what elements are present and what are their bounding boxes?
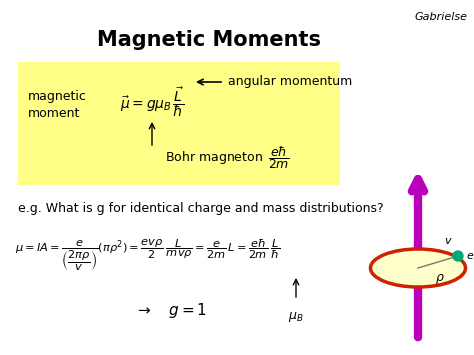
Text: Bohr magneton $\,\dfrac{e\hbar}{2m}$: Bohr magneton $\,\dfrac{e\hbar}{2m}$	[165, 144, 290, 171]
Text: $\rightarrow \quad g = 1$: $\rightarrow \quad g = 1$	[135, 300, 207, 320]
Circle shape	[453, 251, 463, 261]
Bar	[18, 62, 340, 185]
Text: $\mu = IA = \dfrac{e}{\left(\dfrac{2\pi\rho}{v}\right)}(\pi\rho^2) = \dfrac{ev\r: $\mu = IA = \dfrac{e}{\left(\dfrac{2\pi\…	[15, 237, 281, 273]
Text: $\rho$: $\rho$	[435, 272, 445, 286]
Text: $\vec{\mu} = g\mu_B\,\dfrac{\vec{L}}{\hbar}$: $\vec{\mu} = g\mu_B\,\dfrac{\vec{L}}{\hb…	[120, 85, 185, 119]
Text: e.g. What is g for identical charge and mass distributions?: e.g. What is g for identical charge and …	[18, 202, 383, 215]
Text: Gabrielse: Gabrielse	[415, 12, 468, 22]
Text: $\mu_B$: $\mu_B$	[288, 310, 304, 324]
Ellipse shape	[371, 249, 465, 287]
Text: angular momentum: angular momentum	[228, 76, 352, 88]
Text: magnetic
moment: magnetic moment	[28, 90, 87, 120]
Text: $v$: $v$	[444, 236, 453, 246]
Text: $e, m$: $e, m$	[466, 251, 474, 262]
Text: Magnetic Moments: Magnetic Moments	[97, 30, 320, 50]
